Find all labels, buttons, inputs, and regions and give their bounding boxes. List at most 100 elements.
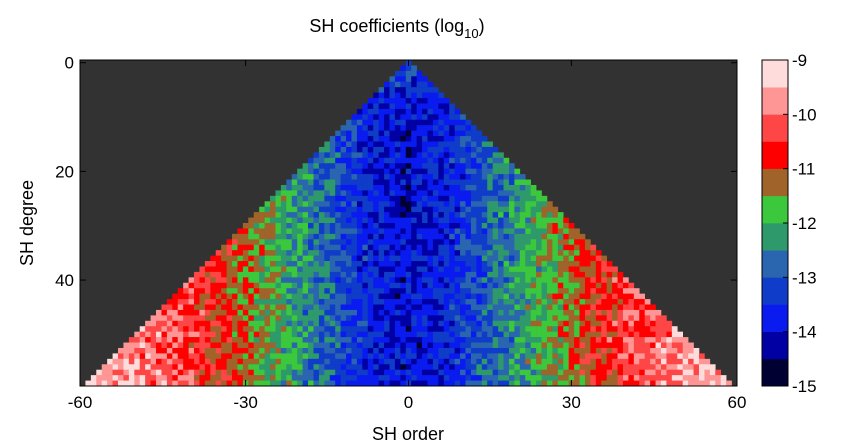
- heatmap-cell: [297, 277, 303, 284]
- heatmap-cell: [378, 261, 385, 267]
- heatmap-cell: [232, 261, 238, 267]
- heatmap-cell: [389, 201, 396, 207]
- heatmap-cell: [438, 261, 445, 267]
- heatmap-cell: [400, 228, 407, 235]
- heatmap-cell: [210, 282, 217, 289]
- heatmap-cell: [416, 250, 423, 256]
- heatmap-cell: [335, 141, 341, 148]
- heatmap-cell: [286, 342, 293, 349]
- heatmap-cell: [400, 217, 407, 224]
- heatmap-cell: [280, 347, 287, 354]
- heatmap-cell: [498, 190, 504, 197]
- heatmap-cell: [693, 369, 700, 376]
- x-tick-label: -30: [233, 393, 258, 412]
- heatmap-cell: [367, 190, 374, 197]
- heatmap-cell: [536, 342, 542, 349]
- heatmap-cell: [481, 293, 488, 300]
- heatmap-cell: [443, 130, 450, 137]
- heatmap-cell: [156, 375, 162, 381]
- heatmap-cell: [519, 309, 526, 316]
- heatmap-cell: [232, 299, 238, 305]
- heatmap-cell: [400, 184, 407, 191]
- heatmap-cell: [530, 337, 537, 343]
- heatmap-cell: [519, 380, 526, 387]
- heatmap-cell: [226, 277, 233, 284]
- heatmap-cell: [633, 331, 640, 338]
- heatmap-cell: [324, 331, 331, 338]
- heatmap-cell: [525, 261, 531, 267]
- heatmap-cell: [384, 98, 390, 104]
- heatmap-cell: [644, 342, 651, 349]
- heatmap-cell: [362, 157, 369, 164]
- heatmap-cell: [525, 337, 531, 343]
- heatmap-cell: [595, 331, 602, 338]
- heatmap-cell: [644, 369, 651, 376]
- heatmap-cell: [308, 304, 314, 311]
- heatmap-cell: [563, 223, 569, 229]
- heatmap-cell: [297, 266, 303, 273]
- heatmap-cell: [378, 320, 385, 327]
- heatmap-cell: [557, 375, 564, 381]
- heatmap-cell: [118, 375, 124, 381]
- heatmap-cell: [470, 304, 477, 311]
- heatmap-cell: [291, 266, 298, 273]
- heatmap-cell: [476, 277, 483, 284]
- heatmap-cell: [443, 282, 450, 289]
- heatmap-cell: [519, 288, 526, 294]
- heatmap-cell: [492, 369, 499, 376]
- heatmap-cell: [416, 288, 423, 294]
- heatmap-cell: [416, 239, 423, 246]
- heatmap-cell: [470, 163, 477, 169]
- heatmap-cell: [324, 174, 331, 180]
- heatmap-cell: [574, 375, 580, 381]
- heatmap-cell: [237, 347, 244, 354]
- heatmap-cell: [454, 206, 461, 213]
- heatmap-cell: [232, 309, 238, 316]
- heatmap-cell: [384, 358, 390, 365]
- heatmap-cell: [362, 375, 369, 381]
- heatmap-cell: [460, 163, 466, 169]
- heatmap-cell: [546, 337, 553, 343]
- heatmap-cell: [351, 201, 358, 207]
- heatmap-cell: [297, 375, 303, 381]
- heatmap-cell: [378, 331, 385, 338]
- heatmap-cell: [351, 282, 358, 289]
- heatmap-cell: [188, 282, 195, 289]
- x-tick-label: -60: [68, 393, 93, 412]
- heatmap-cell: [367, 293, 374, 300]
- heatmap-cell: [498, 369, 504, 376]
- heatmap-cell: [297, 217, 303, 224]
- heatmap-cell: [476, 206, 483, 213]
- heatmap-cell: [232, 277, 238, 284]
- heatmap-cell: [270, 293, 276, 300]
- heatmap-cell: [454, 239, 461, 246]
- heatmap-cell: [188, 320, 195, 327]
- heatmap-cell: [172, 304, 179, 311]
- heatmap-cell: [308, 315, 314, 322]
- heatmap-cell: [481, 206, 488, 213]
- heatmap-cell: [373, 174, 379, 180]
- heatmap-cell: [199, 337, 206, 343]
- heatmap-cell: [389, 152, 396, 159]
- heatmap-cell: [107, 364, 113, 370]
- heatmap-cell: [389, 293, 396, 300]
- heatmap-cell: [221, 244, 227, 251]
- heatmap-cell: [340, 299, 347, 305]
- heatmap-cell: [443, 342, 450, 349]
- heatmap-cell: [313, 250, 320, 256]
- heatmap-cell: [438, 293, 445, 300]
- heatmap-cell: [487, 375, 493, 381]
- heatmap-cell: [161, 326, 168, 332]
- heatmap-cell: [422, 342, 428, 349]
- heatmap-cell: [324, 364, 331, 370]
- heatmap-cell: [340, 266, 347, 273]
- heatmap-cell: [682, 353, 689, 360]
- heatmap-cell: [313, 223, 320, 229]
- heatmap-cell: [389, 347, 396, 354]
- heatmap-cell: [476, 304, 483, 311]
- heatmap-cell: [291, 174, 298, 180]
- heatmap-cell: [367, 195, 374, 202]
- heatmap-cell: [481, 364, 488, 370]
- heatmap-cell: [291, 304, 298, 311]
- heatmap-cell: [373, 375, 379, 381]
